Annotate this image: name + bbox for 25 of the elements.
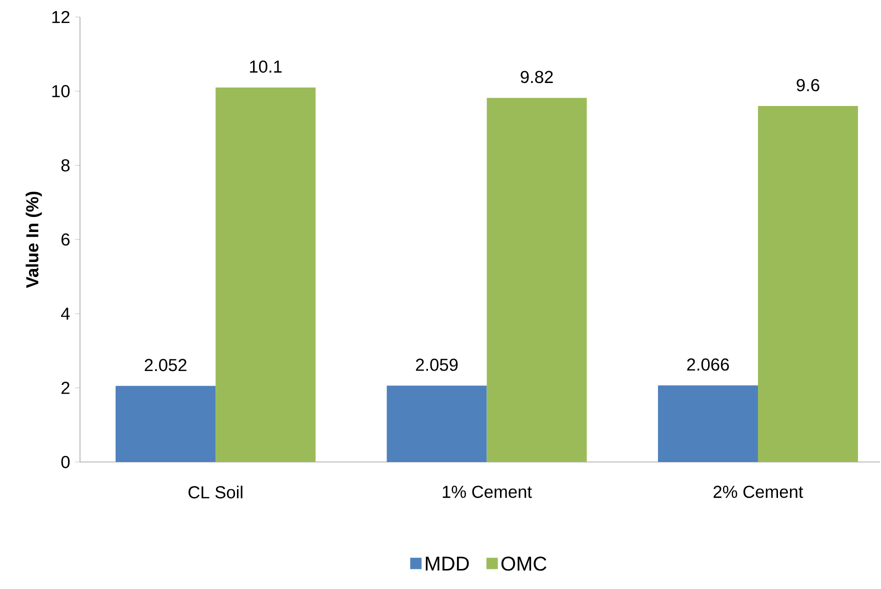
data-label: 9.6 bbox=[796, 79, 820, 92]
data-label: 2.059 bbox=[416, 358, 458, 371]
x-tick-label: CL Soil bbox=[188, 486, 242, 498]
bar bbox=[116, 386, 216, 462]
data-label: 10.1 bbox=[250, 60, 282, 73]
bar bbox=[486, 98, 587, 462]
legend-label: OMC bbox=[501, 556, 546, 571]
y-tick-label: 6 bbox=[62, 233, 70, 246]
y-tick-label: 0 bbox=[61, 456, 70, 468]
y-tick-label: 8 bbox=[61, 159, 70, 172]
y-tick-label: 12 bbox=[52, 10, 70, 24]
bar bbox=[216, 87, 316, 462]
legend-label: MDD bbox=[426, 556, 469, 570]
x-tick-label: 2% Cement bbox=[714, 486, 804, 498]
data-label: 9.82 bbox=[520, 70, 553, 84]
bar bbox=[386, 386, 487, 462]
y-tick-label: 2 bbox=[62, 382, 70, 394]
y-tick-label: 4 bbox=[61, 308, 70, 320]
bar bbox=[758, 106, 858, 462]
x-tick-label: 1% Cement bbox=[442, 486, 532, 498]
y-axis-title: Value In (%) bbox=[26, 192, 42, 288]
y-tick-label: 10 bbox=[52, 85, 70, 98]
data-label: 2.066 bbox=[687, 358, 729, 371]
bar bbox=[658, 385, 758, 462]
data-label: 2.052 bbox=[144, 358, 186, 372]
